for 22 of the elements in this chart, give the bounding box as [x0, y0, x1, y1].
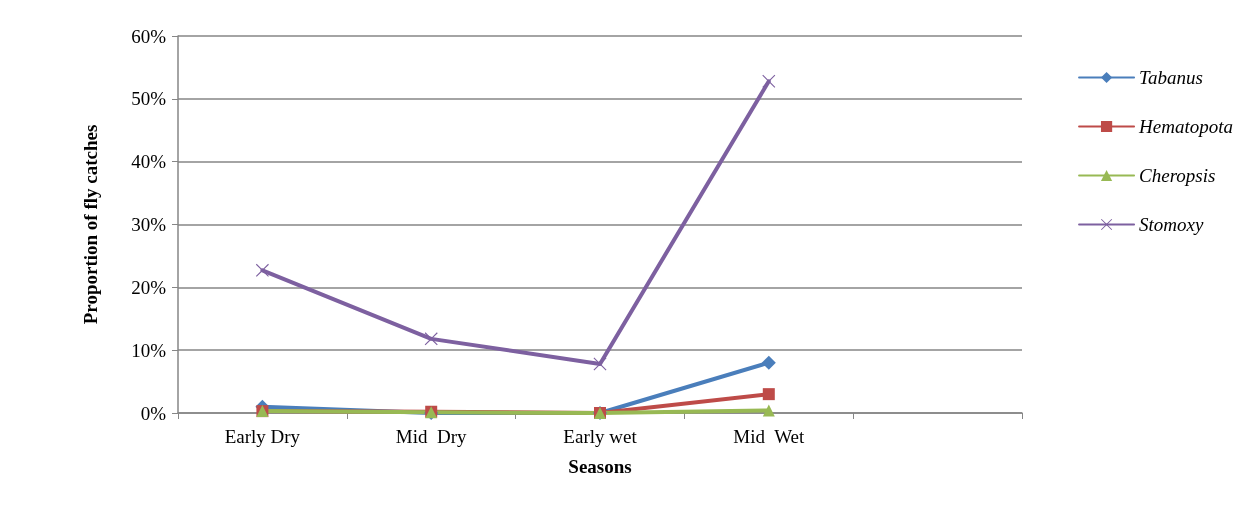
x-tick-label: Early Dry — [224, 426, 301, 447]
y-axis-title: Proportion of fly catches — [80, 124, 101, 325]
point — [255, 263, 269, 277]
y-tick-label: 10% — [131, 339, 167, 361]
y-tick-label: 20% — [131, 276, 167, 298]
y-tick-label: 0% — [140, 402, 167, 424]
legend-label: Tabanus — [1139, 67, 1203, 88]
legend-label: Cheropsis — [1139, 165, 1216, 186]
x-axis-title: Seasons — [568, 456, 632, 477]
legend-label: Stomoxy — [1139, 214, 1204, 235]
y-tick-label: 40% — [131, 151, 167, 173]
y-tick-label: 50% — [131, 88, 167, 110]
y-tick-label: 60% — [131, 25, 167, 47]
point — [762, 388, 775, 401]
y-tick-label: 30% — [131, 214, 167, 235]
point — [761, 355, 776, 370]
point — [762, 74, 776, 88]
x-tick-label: Early wet — [563, 426, 638, 447]
x-tick-label: Mid Dry — [395, 426, 468, 447]
x-tick-label: Mid Wet — [733, 426, 805, 447]
point — [424, 332, 438, 346]
legend-label: Hematopota — [1138, 116, 1233, 137]
